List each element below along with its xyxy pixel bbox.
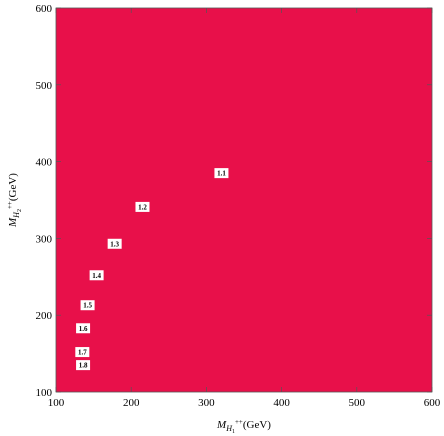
contour-labels: 1.1 1.2 1.3 1.4 1.5 1.6 1.7 1.8 <box>75 168 229 371</box>
svg-text:1.3: 1.3 <box>110 240 119 248</box>
x-tick-label: 200 <box>123 397 140 409</box>
contour-label-1.4: 1.4 <box>89 270 104 281</box>
x-axis-ticks: 100 200 300 400 500 600 <box>48 8 441 409</box>
svg-text:1.2: 1.2 <box>138 203 147 211</box>
contour-region-edge <box>56 8 432 392</box>
contour-label-1.6: 1.6 <box>76 323 91 334</box>
contour-regions <box>56 8 432 392</box>
svg-text:1.8: 1.8 <box>79 362 88 370</box>
x-axis-label: MH1++(GeV) <box>216 418 271 435</box>
y-axis-label: MH2++(GeV) <box>6 173 23 228</box>
y-axis-ticks: 100 200 300 400 500 600 <box>36 3 432 399</box>
contour-label-1.2: 1.2 <box>135 201 150 212</box>
svg-text:1.4: 1.4 <box>92 272 101 280</box>
x-tick-label: 100 <box>48 397 65 409</box>
x-tick-label: 500 <box>349 397 366 409</box>
y-tick-label: 500 <box>36 80 53 92</box>
svg-text:1.1: 1.1 <box>217 170 226 178</box>
contour-label-1.7: 1.7 <box>75 347 90 358</box>
y-tick-label: 400 <box>36 157 53 169</box>
x-tick-label: 400 <box>273 397 290 409</box>
y-tick-label: 600 <box>36 3 53 15</box>
x-tick-label: 600 <box>424 397 441 409</box>
contour-label-1.8: 1.8 <box>76 360 91 371</box>
contour-label-1.5: 1.5 <box>80 300 95 311</box>
x-tick-label: 300 <box>198 397 215 409</box>
y-tick-label: 100 <box>36 387 53 399</box>
contour-label-1.3: 1.3 <box>107 238 122 249</box>
svg-text:1.5: 1.5 <box>83 302 92 310</box>
y-tick-label: 300 <box>36 233 53 245</box>
y-tick-label: 200 <box>36 310 53 322</box>
contour-label-1.1: 1.1 <box>214 168 229 179</box>
plot-frame <box>55 7 433 393</box>
svg-text:1.7: 1.7 <box>78 349 87 357</box>
svg-text:1.6: 1.6 <box>79 325 88 333</box>
